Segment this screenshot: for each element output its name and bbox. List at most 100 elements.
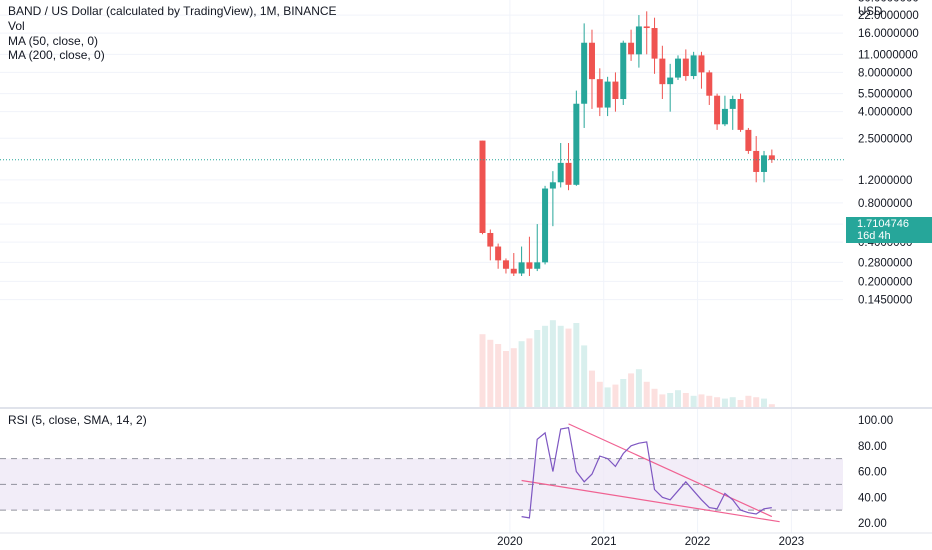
candle-body (581, 42, 588, 104)
volume-bar (682, 393, 689, 407)
candle-body (737, 99, 744, 130)
candle-body (542, 188, 549, 263)
legend-ma200: MA (200, close, 0) (8, 48, 105, 62)
volume-bar (557, 325, 564, 407)
current-price-tag: 1.7104746 16d 4h (846, 217, 932, 243)
candle-body (518, 262, 525, 274)
chart-title: BAND / US Dollar (calculated by TradingV… (8, 4, 337, 18)
candle-body (487, 232, 494, 247)
volume-bar (573, 323, 580, 407)
price-tick-label: 0.1450000 (858, 295, 912, 307)
candle-body (768, 155, 775, 160)
price-tick-label: 5.5000000 (858, 89, 912, 101)
price-axis: 30.0000000 22.0000000 16.0000000 11.0000000… (858, 0, 919, 307)
rsi-tick-label: 40.00 (858, 492, 887, 504)
bar-countdown: 16d 4h (857, 230, 891, 242)
candle-body (596, 79, 603, 108)
candle-body (682, 58, 689, 77)
candle-body (745, 129, 752, 151)
candle-body (761, 155, 768, 172)
price-tick-label: 1.2000000 (858, 175, 912, 187)
price-tick-label: 0.2000000 (858, 276, 912, 288)
rsi-trendline (521, 479, 780, 523)
price-tick-label: 0.8000000 (858, 198, 912, 210)
candle-body (620, 42, 627, 100)
volume-bar (635, 369, 642, 407)
candle-body (495, 246, 502, 261)
price-tick-label: 0.2800000 (858, 257, 912, 269)
time-tick-label: 2023 (779, 536, 805, 548)
candle-body (721, 108, 728, 125)
rsi-tick-label: 20.00 (858, 518, 887, 530)
grid (0, 0, 843, 533)
volume-bar (565, 328, 572, 407)
candles (0, 11, 846, 277)
rsi-tick-label: 60.00 (858, 467, 887, 479)
rsi-trendline (568, 423, 773, 518)
rsi-pane: 100.00 80.00 60.00 40.00 20.00 (0, 415, 893, 530)
candle-body (479, 140, 486, 233)
price-tick-label: 11.0000000 (858, 49, 918, 61)
candle-body (502, 260, 509, 269)
volume-bar (675, 390, 681, 407)
volume-bar (690, 395, 697, 407)
volume-bar (526, 338, 533, 407)
volume-bar (581, 345, 588, 407)
time-tick-label: 2021 (591, 536, 617, 548)
candle-body (714, 95, 721, 125)
candle-body (510, 268, 517, 274)
price-tick-label: 30.0000000 (858, 0, 919, 4)
volume-bars (479, 320, 775, 407)
volume-bar (495, 344, 502, 407)
rsi-tick-label: 100.00 (858, 415, 893, 427)
volume-bar (651, 388, 658, 407)
candle-body (698, 55, 705, 73)
volume-bar (510, 348, 517, 407)
volume-bar (596, 381, 603, 407)
price-tick-label: 8.0000000 (858, 67, 912, 79)
price-tick-label: 4.0000000 (858, 107, 912, 119)
volume-bar (667, 393, 674, 407)
time-tick-label: 2020 (497, 536, 523, 548)
volume-bar (768, 404, 775, 407)
volume-bar (487, 339, 494, 407)
candle-body (753, 150, 760, 172)
candle-body (635, 26, 642, 55)
volume-bar (479, 334, 486, 407)
candle-body (643, 26, 650, 29)
volume-bar (620, 379, 627, 407)
candle-body (549, 182, 556, 189)
volume-bar (549, 320, 556, 407)
candle-body (588, 42, 595, 80)
volume-bar (588, 370, 595, 407)
volume-bar (659, 394, 666, 407)
candle-body (565, 162, 572, 185)
volume-bar (628, 373, 635, 407)
candle-body (667, 77, 674, 85)
volume-bar (761, 398, 768, 407)
volume-bar (698, 394, 705, 407)
volume-bar (643, 381, 650, 407)
price-tick-label: 16.0000000 (858, 28, 919, 40)
candle-body (612, 81, 619, 100)
volume-bar (721, 398, 728, 407)
rsi-legend: RSI (5, close, SMA, 14, 2) (8, 413, 147, 427)
candle-body (729, 99, 736, 109)
volume-bar (714, 397, 721, 407)
volume-bar (518, 341, 525, 407)
candle-body (628, 42, 635, 55)
volume-bar (534, 330, 541, 407)
pane-separator[interactable] (0, 407, 932, 409)
volume-bar (502, 351, 509, 407)
volume-bar (745, 395, 752, 407)
legend-vol: Vol (8, 19, 25, 33)
current-price: 1.7104746 (857, 218, 909, 230)
volume-bar (737, 400, 744, 407)
time-axis: 2020 2021 2022 2023 (0, 532, 932, 548)
candle-body (557, 162, 564, 183)
volume-bar (604, 387, 611, 407)
volume-bar (729, 397, 736, 407)
candle-body (659, 58, 666, 85)
volume-bar (753, 397, 760, 407)
